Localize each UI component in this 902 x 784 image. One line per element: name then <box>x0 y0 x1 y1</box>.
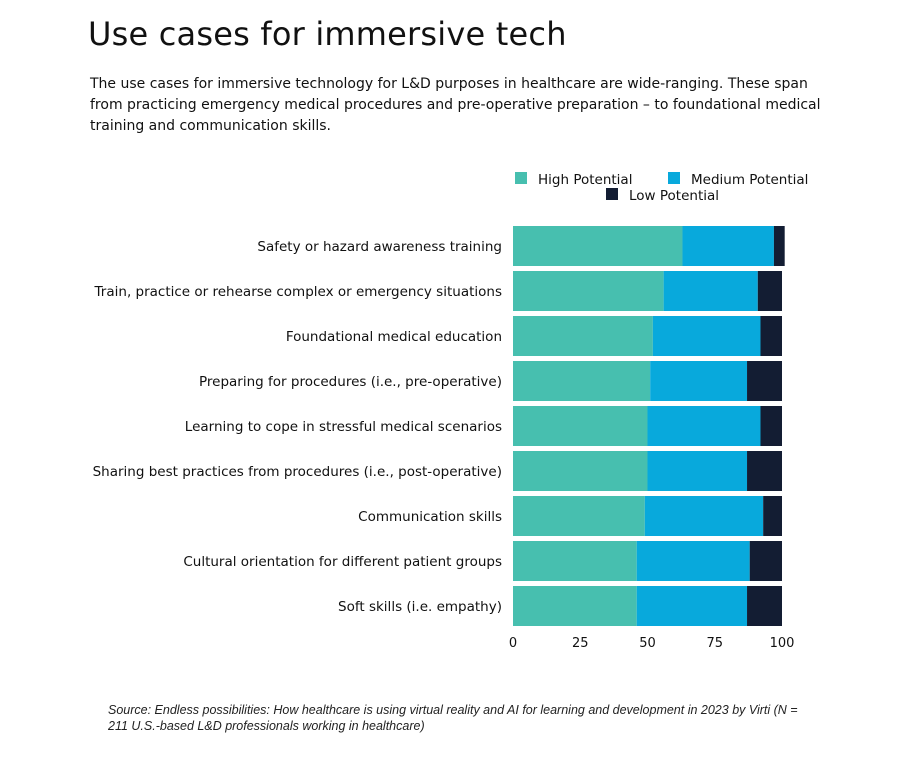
category-label: Learning to cope in stressful medical sc… <box>185 419 502 435</box>
bar-segment-low-potential-7 <box>763 496 782 536</box>
bar-segment-high-potential-2 <box>513 271 664 311</box>
x-tick-label: 75 <box>706 636 723 651</box>
bar-segment-low-potential-8 <box>749 541 782 581</box>
bar-segment-medium-potential-2 <box>663 271 758 311</box>
bar-segment-low-potential-9 <box>747 586 782 626</box>
bar-segment-medium-potential-8 <box>636 541 750 581</box>
x-tick-label: 25 <box>572 636 589 651</box>
bar-segment-high-potential-8 <box>513 541 637 581</box>
source-note: Source: Endless possibilities: How healt… <box>108 703 798 733</box>
category-label: Safety or hazard awareness training <box>257 239 502 255</box>
bar-segment-medium-potential-6 <box>647 451 748 491</box>
legend-label-medium-potential: Medium Potential <box>691 172 808 188</box>
bar-segment-low-potential-4 <box>747 361 782 401</box>
chart-description: The use cases for immersive technology f… <box>90 76 821 134</box>
bar-segment-high-potential-3 <box>513 316 653 356</box>
bar-segment-high-potential-4 <box>513 361 651 401</box>
bar-segment-medium-potential-5 <box>647 406 761 446</box>
category-label: Preparing for procedures (i.e., pre-oper… <box>199 374 502 390</box>
category-label: Foundational medical education <box>286 329 502 345</box>
bar-segment-medium-potential-9 <box>636 586 748 626</box>
bar-segment-low-potential-3 <box>760 316 782 356</box>
bar-segment-medium-potential-4 <box>650 361 748 401</box>
x-tick-label: 50 <box>639 636 656 651</box>
bar-segment-medium-potential-7 <box>644 496 764 536</box>
bar-segment-high-potential-9 <box>513 586 637 626</box>
bar-segment-low-potential-6 <box>747 451 782 491</box>
category-label: Train, practice or rehearse complex or e… <box>94 284 502 300</box>
category-label: Soft skills (i.e. empathy) <box>338 599 502 615</box>
legend-label-high-potential: High Potential <box>538 172 632 188</box>
bar-segment-low-potential-5 <box>760 406 782 446</box>
bar-segment-low-potential-1 <box>773 226 785 266</box>
legend-swatch-medium-potential <box>668 172 680 184</box>
legend-label-low-potential: Low Potential <box>629 188 719 204</box>
x-tick-label: 0 <box>509 636 517 651</box>
bar-segment-medium-potential-1 <box>682 226 774 266</box>
category-label: Sharing best practices from procedures (… <box>93 464 502 480</box>
legend-swatch-low-potential <box>606 188 618 200</box>
bar-segment-high-potential-5 <box>513 406 648 446</box>
bar-segment-low-potential-2 <box>757 271 782 311</box>
bar-segment-high-potential-1 <box>513 226 683 266</box>
category-label: Communication skills <box>358 509 502 525</box>
legend-swatch-high-potential <box>515 172 527 184</box>
bar-segment-medium-potential-3 <box>652 316 761 356</box>
page-title: Use cases for immersive tech <box>88 15 567 53</box>
category-label: Cultural orientation for different patie… <box>183 554 502 570</box>
bar-segment-high-potential-6 <box>513 451 648 491</box>
x-tick-label: 100 <box>770 636 795 651</box>
bar-segment-high-potential-7 <box>513 496 645 536</box>
